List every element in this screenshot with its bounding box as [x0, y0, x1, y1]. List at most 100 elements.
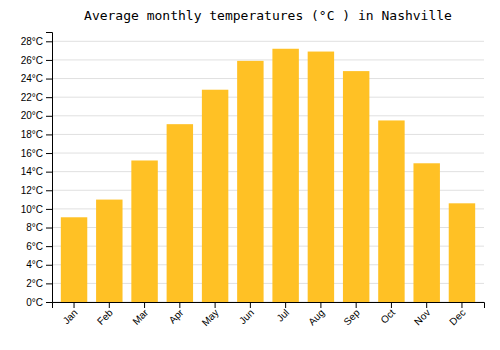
x-tick: Aug [306, 302, 326, 327]
x-tick-mark [285, 302, 286, 308]
y-tick: 20°C [21, 110, 52, 121]
y-tick-label: 8°C [26, 222, 43, 233]
y-tick-mark [46, 190, 52, 191]
x-tick-mark [215, 302, 216, 308]
x-tick-mark [74, 302, 75, 308]
y-tick: 22°C [21, 92, 52, 103]
x-tick: Jan [61, 302, 80, 326]
x-tick-mark [356, 302, 357, 308]
y-tick-label: 22°C [21, 92, 43, 103]
x-tick-label: Dec [447, 307, 467, 327]
y-tick-label: 26°C [21, 55, 43, 66]
y-tick-mark [46, 265, 52, 266]
y-tick-label: 10°C [21, 204, 43, 215]
bars [61, 49, 475, 302]
x-tick-mark [109, 302, 110, 308]
grid-line [52, 115, 484, 116]
x-tick-label: Apr [167, 306, 186, 325]
grid-line [52, 41, 484, 42]
y-tick-mark [46, 116, 52, 117]
y-axis: 0°C2°C4°C6°C8°C10°C12°C14°C16°C18°C20°C2… [21, 33, 53, 308]
y-tick: 2°C [26, 278, 52, 289]
y-tick-label: 18°C [21, 129, 43, 140]
y-tick-label: 24°C [21, 73, 43, 84]
x-tick-mark [179, 302, 180, 308]
x-tick: Nov [412, 302, 432, 327]
y-tick: 12°C [21, 185, 52, 196]
y-tick: 26°C [21, 55, 52, 66]
y-tick: 24°C [21, 73, 52, 84]
x-tick-label: Feb [95, 307, 115, 327]
y-tick-label: 28°C [21, 36, 43, 47]
y-tick-mark [46, 97, 52, 98]
grid-line [52, 59, 484, 60]
y-tick: 28°C [21, 36, 52, 47]
x-tick: May [200, 302, 221, 328]
x-tick-mark [320, 302, 321, 308]
y-tick-mark [46, 134, 52, 135]
y-tick-label: 14°C [21, 166, 43, 177]
x-tick: Mar [130, 302, 150, 327]
y-tick: 6°C [26, 241, 52, 252]
x-tick-label: Sep [341, 307, 362, 328]
y-tick: 18°C [21, 129, 52, 140]
grid-line [52, 78, 484, 79]
x-tick-label: Oct [378, 307, 397, 326]
x-tick-label: Nov [412, 307, 432, 327]
x-tick-label: Mar [130, 306, 150, 326]
bar [449, 203, 475, 302]
y-tick-mark [46, 209, 52, 210]
x-tick: Feb [95, 302, 115, 327]
y-tick: 14°C [21, 166, 52, 177]
y-tick-mark [46, 283, 52, 284]
x-tick-mark [391, 302, 392, 308]
bar [167, 124, 193, 302]
grid [52, 41, 484, 302]
bar [413, 163, 439, 302]
y-tick-mark [46, 60, 52, 61]
y-tick-label: 2°C [26, 278, 43, 289]
y-tick-label: 20°C [21, 110, 43, 121]
x-tick: Apr [167, 302, 186, 326]
x-tick-mark [250, 302, 251, 308]
y-tick-label: 16°C [21, 148, 43, 159]
x-tick: Jun [237, 302, 256, 326]
x-tick: Dec [447, 302, 467, 327]
x-axis: Jan Feb Mar Apr May Jun Jul Aug Sep Oct Nov Dec [53, 302, 485, 328]
x-tick-label: Jun [237, 307, 256, 326]
x-tick-mark [461, 302, 462, 308]
bar [343, 71, 369, 302]
y-tick: 4°C [26, 259, 52, 270]
y-tick-label: 12°C [21, 185, 43, 196]
y-tick-mark [46, 246, 52, 247]
y-tick-label: 6°C [26, 241, 43, 252]
x-axis-line [53, 303, 485, 309]
x-tick-label: Jul [274, 307, 291, 324]
bar [272, 49, 298, 302]
grid-line [52, 134, 484, 135]
title: Average monthly temperatures (°C ) in Na… [84, 8, 452, 23]
bar [237, 61, 263, 302]
y-tick-mark [46, 41, 52, 42]
bar [131, 160, 157, 302]
y-tick-mark [46, 153, 52, 154]
x-tick: Oct [378, 302, 397, 326]
plot-area: 0°C2°C4°C6°C8°C10°C12°C14°C16°C18°C20°C2… [21, 33, 485, 329]
x-tick: Sep [341, 302, 362, 327]
bar [61, 217, 87, 302]
x-tick-mark [426, 302, 427, 308]
x-tick-label: Jan [61, 307, 80, 326]
x-tick-label: May [200, 307, 221, 328]
x-tick: Jul [274, 302, 291, 324]
grid-line [52, 153, 484, 154]
bar [308, 52, 334, 302]
y-tick-label: 4°C [26, 259, 43, 270]
x-tick-label: Aug [306, 307, 326, 327]
y-tick: 16°C [21, 148, 52, 159]
y-tick-mark [46, 79, 52, 80]
y-tick-mark [46, 172, 52, 173]
bar [202, 90, 228, 302]
y-tick-mark [46, 302, 52, 303]
bar [378, 120, 404, 302]
y-tick: 8°C [26, 222, 52, 233]
